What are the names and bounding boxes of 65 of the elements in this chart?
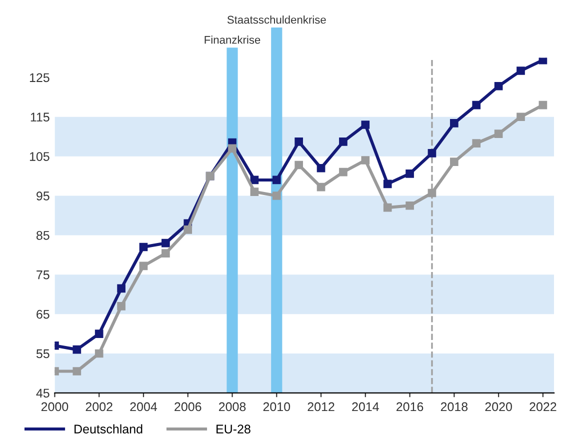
- x-tick-label: 2020: [485, 402, 512, 412]
- point: [72, 367, 82, 376]
- point: [184, 226, 192, 234]
- point: [250, 176, 259, 184]
- point: [139, 242, 148, 252]
- point: [316, 164, 326, 172]
- point: [162, 238, 170, 248]
- point: [361, 156, 370, 164]
- point: [383, 203, 392, 212]
- x-tick-label: 2010: [263, 402, 290, 412]
- point: [94, 349, 104, 358]
- point: [494, 130, 503, 138]
- point: [428, 188, 436, 198]
- point: [94, 330, 104, 338]
- point: [272, 192, 281, 200]
- point: [294, 160, 303, 170]
- point: [228, 144, 236, 153]
- point: [516, 66, 525, 75]
- point: [339, 138, 348, 146]
- point: [406, 201, 414, 210]
- point: [250, 188, 259, 196]
- x-tick-label: 2016: [396, 402, 424, 412]
- x-tick-label: 2014: [352, 402, 379, 412]
- point: [272, 176, 281, 184]
- x-tick-label: 2008: [218, 402, 246, 412]
- point: [538, 58, 548, 64]
- point: [494, 82, 503, 90]
- point: [72, 345, 82, 354]
- point: [428, 148, 436, 158]
- band-label: Staatsschuldenkrise: [227, 16, 326, 24]
- band-label: Finanzkrise: [204, 36, 260, 44]
- point: [316, 182, 326, 192]
- x-tick-label: 2004: [130, 402, 158, 412]
- y-tick-label: 45: [36, 388, 50, 398]
- x-tick-label: 2006: [174, 402, 202, 412]
- point: [117, 284, 126, 293]
- point: [162, 249, 170, 258]
- point: [339, 168, 348, 176]
- y-tick-label: 55: [36, 349, 50, 358]
- y-tick-label: 125: [30, 73, 50, 82]
- point: [472, 139, 481, 148]
- point: [361, 120, 370, 129]
- legend-label: Deutschland: [74, 424, 142, 434]
- point: [538, 100, 548, 110]
- point: [450, 119, 458, 128]
- point: [294, 138, 303, 146]
- x-tick-label: 2000: [41, 402, 68, 412]
- y-tick-label: 85: [36, 230, 50, 240]
- point: [383, 180, 392, 188]
- point: [472, 100, 481, 110]
- point: [117, 302, 126, 310]
- y-tick-label: 115: [30, 112, 50, 122]
- x-tick-label: 2012: [308, 402, 334, 412]
- point: [139, 262, 148, 270]
- x-tick-label: 2002: [86, 402, 112, 412]
- y-tick-label: 95: [36, 192, 50, 200]
- y-tick-label: 65: [36, 310, 50, 319]
- x-tick-label: 2022: [530, 402, 556, 412]
- point: [450, 158, 458, 166]
- y-tick-label: 75: [36, 270, 50, 280]
- point: [516, 112, 525, 122]
- legend-label: EU-28: [216, 424, 250, 434]
- x-tick-label: 2018: [440, 402, 468, 412]
- point: [406, 170, 414, 178]
- y-tick-label: 105: [30, 152, 50, 161]
